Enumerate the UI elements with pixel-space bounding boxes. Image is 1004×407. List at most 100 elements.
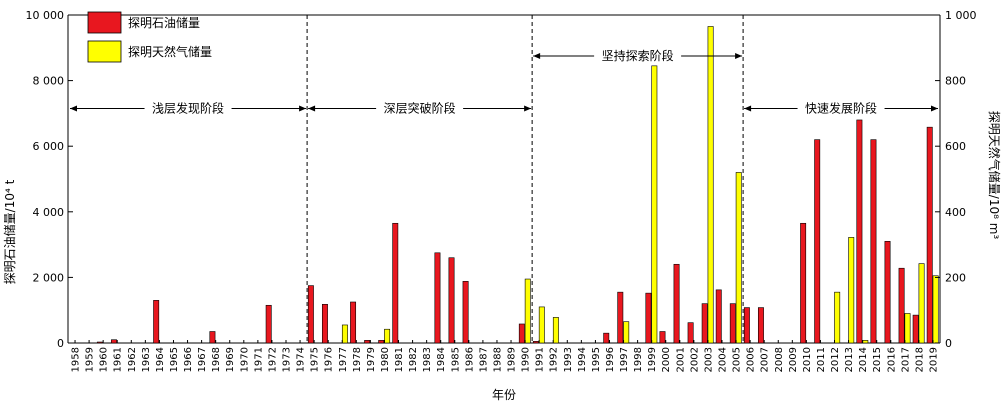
x-tick-label-1993: 1993 [563, 347, 574, 372]
x-tick-label-1989: 1989 [507, 347, 518, 372]
oil-bar-2004 [715, 289, 722, 344]
x-tick-label-1976: 1976 [324, 347, 335, 372]
gas-bar-2005 [735, 172, 742, 344]
gas-bar-1991 [538, 306, 545, 344]
oil-bar-1986 [462, 281, 469, 344]
x-ticks: 1958 1959 1960 1961 1962 1963 1964 1965 1966 1967… [71, 340, 939, 372]
x-tick-label-1958: 1958 [71, 347, 82, 372]
x-tick-label-1969: 1969 [225, 347, 236, 372]
x-tick-label-1961: 1961 [113, 347, 124, 372]
gas-bar-1992 [552, 317, 559, 344]
x-tick-label-2012: 2012 [830, 347, 841, 372]
x-tick-label-1964: 1964 [155, 347, 166, 372]
legend-label-oil: 探明石油储量 [128, 15, 200, 30]
x-axis-title: 年份 [492, 388, 516, 402]
oil-bar-2014 [856, 119, 863, 344]
y-axis-title-left: 探明石油储量/10⁴ t [2, 179, 17, 284]
x-tick-label-1971: 1971 [253, 347, 264, 372]
x-tick-label-1985: 1985 [450, 347, 461, 372]
x-tick-label-2013: 2013 [844, 347, 855, 372]
oil-bar-1981 [392, 222, 399, 344]
x-tick-label-1962: 1962 [127, 347, 138, 372]
oil-bar-1978 [350, 301, 357, 344]
x-tick-label-2005: 2005 [732, 347, 743, 372]
oil-bar-2016 [884, 241, 891, 344]
oil-bar-2011 [814, 139, 821, 344]
x-tick-label-2015: 2015 [872, 347, 883, 372]
x-tick-label-1970: 1970 [239, 347, 250, 372]
oil-bar-2018 [912, 314, 919, 344]
oil-bar-2017 [898, 267, 905, 344]
x-tick-label-2003: 2003 [703, 347, 714, 372]
x-tick-label-1963: 1963 [141, 347, 152, 372]
oil-bar-1999 [645, 292, 652, 344]
oil-bar-2005 [729, 303, 736, 344]
y-tick-right-label: 600 [945, 140, 966, 153]
oil-bar-1960 [96, 341, 103, 344]
x-tick-label-2007: 2007 [760, 347, 771, 372]
gas-bar-1999 [651, 65, 658, 344]
x-tick-label-1978: 1978 [352, 347, 363, 372]
gas-bar-2014 [862, 340, 869, 344]
x-tick-label-1965: 1965 [169, 347, 180, 372]
stage-1: 浅层发现阶段 [70, 100, 307, 115]
oil-bar-1996 [603, 332, 610, 344]
x-tick-label-2002: 2002 [689, 347, 700, 372]
x-tick-label-1991: 1991 [535, 347, 546, 372]
x-tick-label-1992: 1992 [549, 347, 560, 372]
x-tick-label-1984: 1984 [436, 347, 447, 372]
oil-bar-2019 [926, 126, 933, 344]
x-tick-label-2011: 2011 [816, 347, 827, 372]
legend-label-gas: 探明天然气储量 [128, 44, 212, 59]
stage-arrowhead-left [533, 53, 541, 59]
stage-arrowhead-right [931, 105, 938, 112]
stage-arrowhead-right [524, 105, 532, 112]
gas-bar-2019 [932, 275, 939, 344]
oil-bar-1976 [321, 303, 328, 344]
x-tick-label-2019: 2019 [928, 347, 939, 372]
gas-bar-1980 [384, 328, 391, 344]
stage-arrowhead-left [744, 105, 752, 112]
y-tick-left-label: 8 000 [33, 75, 65, 88]
gas-bar-2018 [918, 263, 925, 344]
x-tick-label-1994: 1994 [577, 347, 588, 372]
x-tick-label-1981: 1981 [394, 347, 405, 372]
oil-bar-2001 [673, 263, 680, 344]
y-axis-title-right: 探明天然气储量/10⁸ m³ [987, 111, 1002, 240]
x-tick-label-2008: 2008 [774, 347, 785, 372]
stage-label: 浅层发现阶段 [152, 100, 224, 115]
y-tick-left-label: 6 000 [33, 140, 65, 153]
stage-4: 快速发展阶段 [744, 100, 938, 115]
oil-bar-2015 [870, 139, 877, 344]
legend-swatch-oil [87, 11, 122, 34]
x-tick-label-1966: 1966 [183, 347, 194, 372]
x-tick-label-2017: 2017 [900, 347, 911, 372]
x-tick-label-1997: 1997 [619, 347, 630, 372]
x-tick-label-1988: 1988 [492, 347, 503, 372]
legend-swatch-gas [87, 40, 122, 63]
oil-bar-1975 [307, 285, 314, 344]
x-tick-label-1975: 1975 [310, 347, 321, 372]
gas-bar-1977 [341, 324, 348, 344]
stage-arrowhead-left [70, 105, 77, 112]
x-tick-label-1999: 1999 [647, 347, 658, 372]
oil-bar-1985 [448, 257, 455, 344]
x-tick-label-1995: 1995 [591, 347, 602, 372]
oil-bar-1997 [617, 291, 624, 344]
gas-bar-2003 [707, 26, 714, 344]
x-tick-label-1973: 1973 [282, 347, 293, 372]
x-tick-label-2000: 2000 [661, 347, 672, 372]
gas-bar-2013 [848, 237, 855, 344]
oil-bar-2002 [687, 322, 694, 344]
gas-bar-1997 [623, 321, 630, 344]
stage-arrowhead-right [299, 105, 307, 112]
oil-bar-2006 [743, 307, 750, 344]
stage-label: 快速发展阶段 [805, 100, 877, 115]
oil-bar-1984 [434, 252, 441, 344]
x-tick-label-1990: 1990 [521, 347, 532, 372]
y-tick-left-label: 4 000 [33, 206, 65, 219]
y-tick-left-label: 2 000 [33, 271, 65, 284]
oil-bar-1964 [153, 300, 160, 344]
